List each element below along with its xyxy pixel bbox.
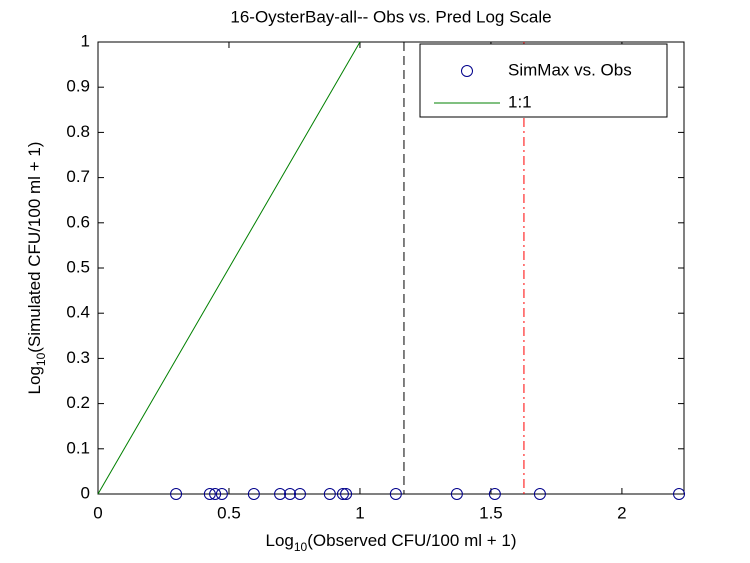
data-point: [203, 488, 216, 500]
data-point: [209, 488, 222, 500]
y-tick-label: 0.6: [66, 212, 90, 231]
y-tick-label: 0.8: [66, 122, 90, 141]
x-tick-label: 0: [93, 503, 102, 522]
data-point: [247, 488, 260, 500]
y-tick-label: 0.7: [66, 167, 90, 186]
y-tick-label: 0.1: [66, 438, 90, 457]
x-axis-label: Log10(Observed CFU/100 ml + 1): [266, 531, 517, 554]
series-line: [97, 41, 361, 495]
x-label-rest: (Observed CFU/100 ml + 1): [307, 531, 516, 550]
data-point: [284, 488, 297, 500]
y-label-log: Log: [25, 366, 44, 394]
legend-label: 1:1: [508, 92, 532, 111]
y-tick-label: 0.5: [66, 257, 90, 276]
x-tick-label: 0.5: [217, 503, 241, 522]
y-tick-label: 0.9: [66, 77, 90, 96]
y-tick-label: 0.3: [66, 348, 90, 367]
y-label-sub: 10: [34, 352, 48, 366]
data-point: [340, 488, 353, 500]
y-label-rest: (Simulated CFU/100 ml + 1): [25, 142, 44, 353]
legend-label: SimMax vs. Obs: [508, 60, 632, 79]
legend-swatch: [461, 65, 473, 77]
chart-title: 16-OysterBay-all-- Obs vs. Pred Log Scal…: [230, 7, 551, 26]
data-point: [170, 488, 183, 500]
data-point: [336, 488, 349, 500]
y-axis-label: Log10(Simulated CFU/100 ml + 1): [25, 142, 48, 395]
data-point: [673, 488, 686, 500]
data-point: [215, 488, 228, 500]
data-point: [293, 488, 306, 500]
data-point: [323, 488, 336, 500]
data-point: [389, 488, 402, 500]
x-label-sub: 10: [294, 540, 308, 554]
y-tick-label: 0: [81, 483, 90, 502]
data-point: [533, 488, 546, 500]
x-tick-label: 1.5: [479, 503, 503, 522]
legend-box: [419, 43, 668, 118]
x-label-log: Log: [266, 531, 294, 550]
x-tick-label: 2: [617, 503, 626, 522]
data-point: [488, 488, 501, 500]
x-tick-label: 1: [355, 503, 364, 522]
data-point: [450, 488, 463, 500]
y-tick-label: 0.2: [66, 393, 90, 412]
data-point: [274, 488, 287, 500]
y-tick-label: 1: [81, 31, 90, 50]
y-tick-label: 0.4: [66, 303, 90, 322]
